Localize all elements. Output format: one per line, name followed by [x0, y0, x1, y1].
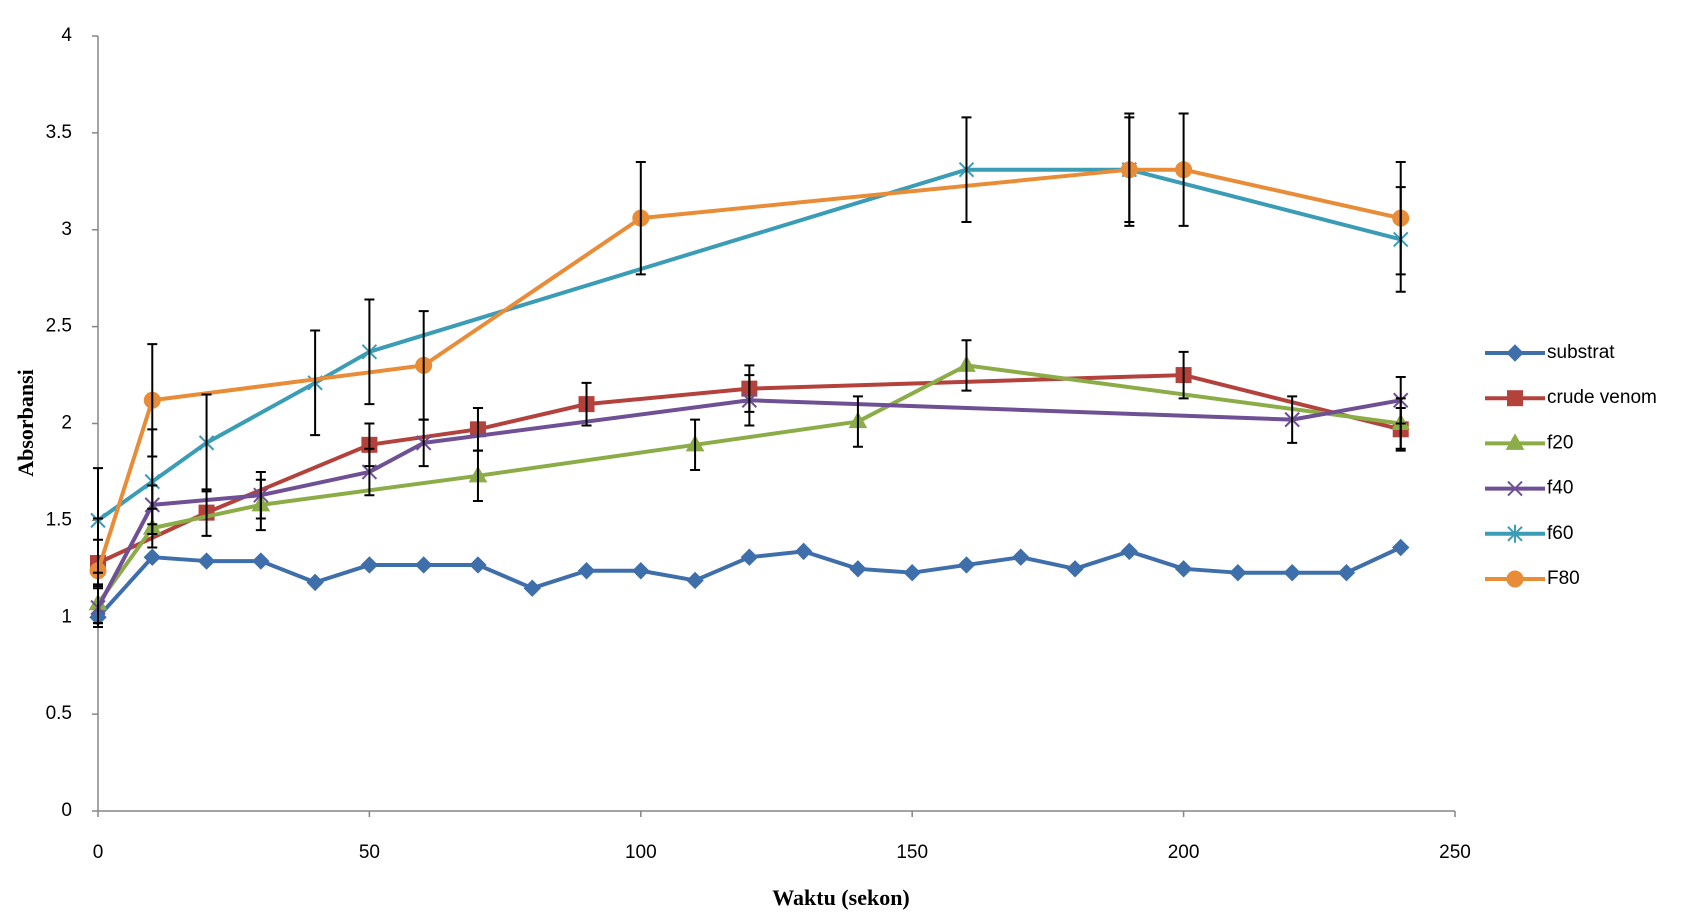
marker [904, 565, 920, 581]
marker [579, 563, 595, 579]
legend-label: f60 [1547, 523, 1573, 544]
legend-label: crude venom [1547, 387, 1657, 408]
marker [253, 553, 269, 569]
x-tick-label: 250 [1439, 842, 1471, 863]
series-line [98, 170, 1401, 521]
y-tick-label: 1 [61, 606, 72, 627]
y-tick-label: 2.5 [46, 316, 72, 337]
marker [361, 557, 377, 573]
marker [741, 549, 757, 565]
y-tick-label: 4 [61, 25, 72, 46]
marker [199, 553, 215, 569]
legend-label: f40 [1547, 478, 1573, 499]
legend-marker [1507, 345, 1523, 361]
x-tick-label: 0 [93, 842, 104, 863]
marker [524, 580, 540, 596]
y-tick-label: 0.5 [46, 703, 72, 724]
legend-label: F80 [1547, 568, 1580, 589]
series-line [98, 400, 1401, 607]
marker [307, 574, 323, 590]
legend-label: f20 [1547, 432, 1573, 453]
marker [1067, 561, 1083, 577]
legend-label: substrat [1547, 342, 1615, 363]
x-tick-label: 200 [1168, 842, 1200, 863]
y-tick-label: 1.5 [46, 509, 72, 530]
y-tick-label: 3.5 [46, 122, 72, 143]
y-tick-label: 2 [61, 413, 72, 434]
marker [1176, 561, 1192, 577]
marker [416, 557, 432, 573]
marker [1338, 565, 1354, 581]
marker [958, 557, 974, 573]
y-tick-label: 0 [61, 800, 72, 821]
chart: Waktu (sekon) Absorbansi 0 0.5 1 1.5 2 2.5 3 3.… [0, 0, 1692, 917]
marker [687, 572, 703, 588]
marker [633, 563, 649, 579]
x-tick-label: 150 [896, 842, 928, 863]
x-tick-label: 100 [625, 842, 657, 863]
marker [796, 543, 812, 559]
x-axis-title: Waktu (sekon) [772, 885, 910, 910]
marker [470, 557, 486, 573]
marker [1013, 549, 1029, 565]
legend-marker [1507, 571, 1523, 587]
marker [850, 561, 866, 577]
y-tick-label: 3 [61, 219, 72, 240]
marker [1230, 565, 1246, 581]
marker [1393, 540, 1409, 556]
marker [1284, 565, 1300, 581]
legend-marker [1508, 391, 1523, 406]
x-tick-label: 50 [359, 842, 380, 863]
y-axis-title: Absorbansi [13, 369, 38, 477]
marker [1121, 543, 1137, 559]
